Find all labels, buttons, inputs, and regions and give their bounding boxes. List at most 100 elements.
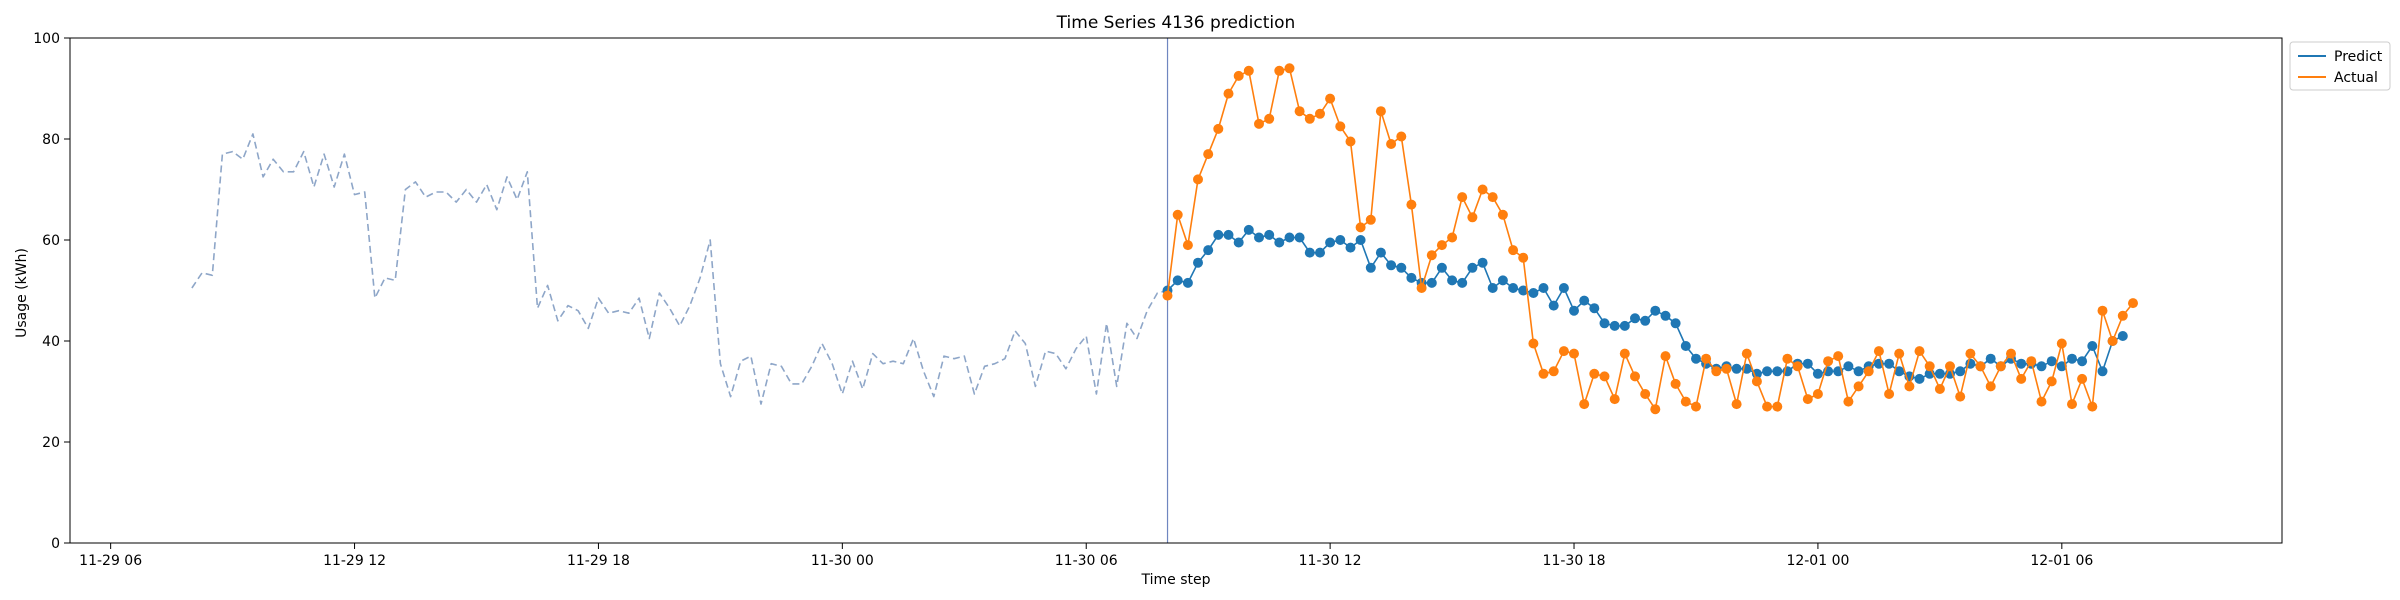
data-point-actual [1508, 245, 1519, 256]
data-point-actual [2056, 338, 2067, 349]
legend-predict-label: Predict [2334, 49, 2383, 65]
data-point-actual [1243, 65, 1254, 76]
x-tick-label: 11-29 18 [567, 553, 630, 569]
x-tick-label: 11-29 12 [323, 553, 386, 569]
data-point-actual [1569, 348, 1579, 359]
data-point-actual [1599, 371, 1610, 382]
data-point-predict [2016, 358, 2027, 369]
x-tick-label: 11-30 12 [1299, 553, 1362, 569]
data-point-predict [1243, 224, 1254, 235]
data-point-actual [1691, 401, 1701, 412]
data-point-predict [1630, 313, 1640, 324]
data-point-actual [1975, 361, 1986, 372]
data-point-predict [2056, 361, 2067, 372]
data-point-predict [1406, 272, 1417, 283]
data-point-actual [1751, 376, 1762, 387]
data-point-predict [1436, 262, 1447, 273]
data-point-actual [1558, 346, 1569, 357]
plot-layer: 0 20 40 60 80 100 11-29 06 11-29 12 11-29 18 11-3… [33, 31, 2138, 569]
data-point-actual [1416, 283, 1427, 293]
data-point-predict [1213, 229, 1224, 240]
data-point-actual [1365, 214, 1376, 225]
data-point-actual [1995, 361, 2006, 372]
data-point-predict [2117, 331, 2128, 341]
data-point-predict [2087, 341, 2098, 351]
data-point-actual [1538, 368, 1549, 379]
data-point-actual [1955, 391, 1966, 402]
data-point-actual [1924, 361, 1935, 372]
data-point-actual [1853, 381, 1864, 392]
y-tick-label: 80 [42, 132, 60, 148]
data-point-predict [1315, 247, 1325, 258]
data-point-predict [1345, 242, 1356, 253]
y-tick-label: 0 [51, 536, 60, 552]
data-point-predict [1264, 229, 1275, 240]
data-point-actual [1548, 366, 1559, 377]
data-point-actual [1741, 348, 1752, 359]
data-point-predict [1325, 237, 1336, 248]
data-point-actual [1965, 348, 1976, 359]
y-tick-label: 20 [42, 435, 60, 451]
data-point-actual [2117, 310, 2128, 321]
data-point-actual [1640, 389, 1651, 399]
data-point-predict [1579, 295, 1590, 306]
data-point-actual [1731, 399, 1742, 410]
data-point-actual [1873, 346, 1884, 357]
data-point-predict [1375, 247, 1386, 258]
data-point-predict [1528, 288, 1539, 298]
data-point-actual [1609, 394, 1620, 405]
data-point-predict [1518, 285, 1529, 296]
data-point-actual [1447, 232, 1458, 243]
data-point-actual [1518, 252, 1529, 263]
x-tick-label: 12-01 00 [1786, 553, 1849, 569]
data-point-predict [1772, 366, 1783, 377]
data-point-actual [1355, 222, 1366, 233]
data-point-actual [1487, 192, 1498, 203]
data-point-actual [2046, 376, 2057, 387]
data-point-actual [2107, 336, 2118, 346]
legend: Predict Actual [2289, 41, 2391, 91]
data-point-actual [1843, 396, 1854, 407]
data-point-actual [1294, 106, 1305, 117]
data-point-actual [1386, 139, 1397, 149]
data-point-predict [1386, 260, 1397, 271]
data-point-predict [1934, 368, 1945, 379]
data-point-predict [1619, 320, 1630, 331]
data-point-actual [1345, 136, 1356, 147]
data-point-actual [1284, 63, 1295, 74]
data-point-predict [1497, 275, 1508, 286]
data-point-actual [1904, 381, 1915, 392]
data-point-predict [1640, 315, 1651, 326]
x-tick-label: 11-30 06 [1055, 553, 1118, 569]
data-point-actual [1264, 113, 1275, 124]
data-point-actual [1477, 184, 1488, 195]
data-point-actual [1213, 123, 1224, 134]
data-point-actual [1792, 361, 1803, 372]
data-point-predict [1203, 245, 1214, 256]
data-point-actual [1711, 366, 1722, 377]
data-point-predict [1284, 232, 1295, 243]
data-point-predict [1660, 310, 1671, 321]
data-point-actual [1619, 348, 1630, 359]
data-point-predict [1396, 262, 1407, 273]
data-point-predict [2036, 361, 2047, 372]
data-point-actual [1823, 356, 1834, 367]
data-point-predict [1182, 277, 1193, 288]
data-point-predict [1467, 262, 1478, 273]
data-point-actual [1782, 353, 1793, 364]
data-point-predict [1558, 283, 1569, 293]
data-point-predict [1304, 247, 1315, 258]
x-tick-label: 11-29 06 [79, 553, 142, 569]
chart-title: Time Series 4136 prediction [1056, 13, 1296, 33]
data-point-actual [1660, 351, 1671, 362]
data-point-actual [1802, 394, 1813, 405]
data-point-predict [1426, 277, 1437, 288]
x-axis-label: Time step [1141, 572, 1211, 588]
data-point-predict [1955, 366, 1966, 377]
data-point-predict [1223, 229, 1234, 240]
data-point-actual [1304, 113, 1315, 124]
data-point-actual [1315, 108, 1325, 119]
data-point-predict [1589, 303, 1600, 314]
